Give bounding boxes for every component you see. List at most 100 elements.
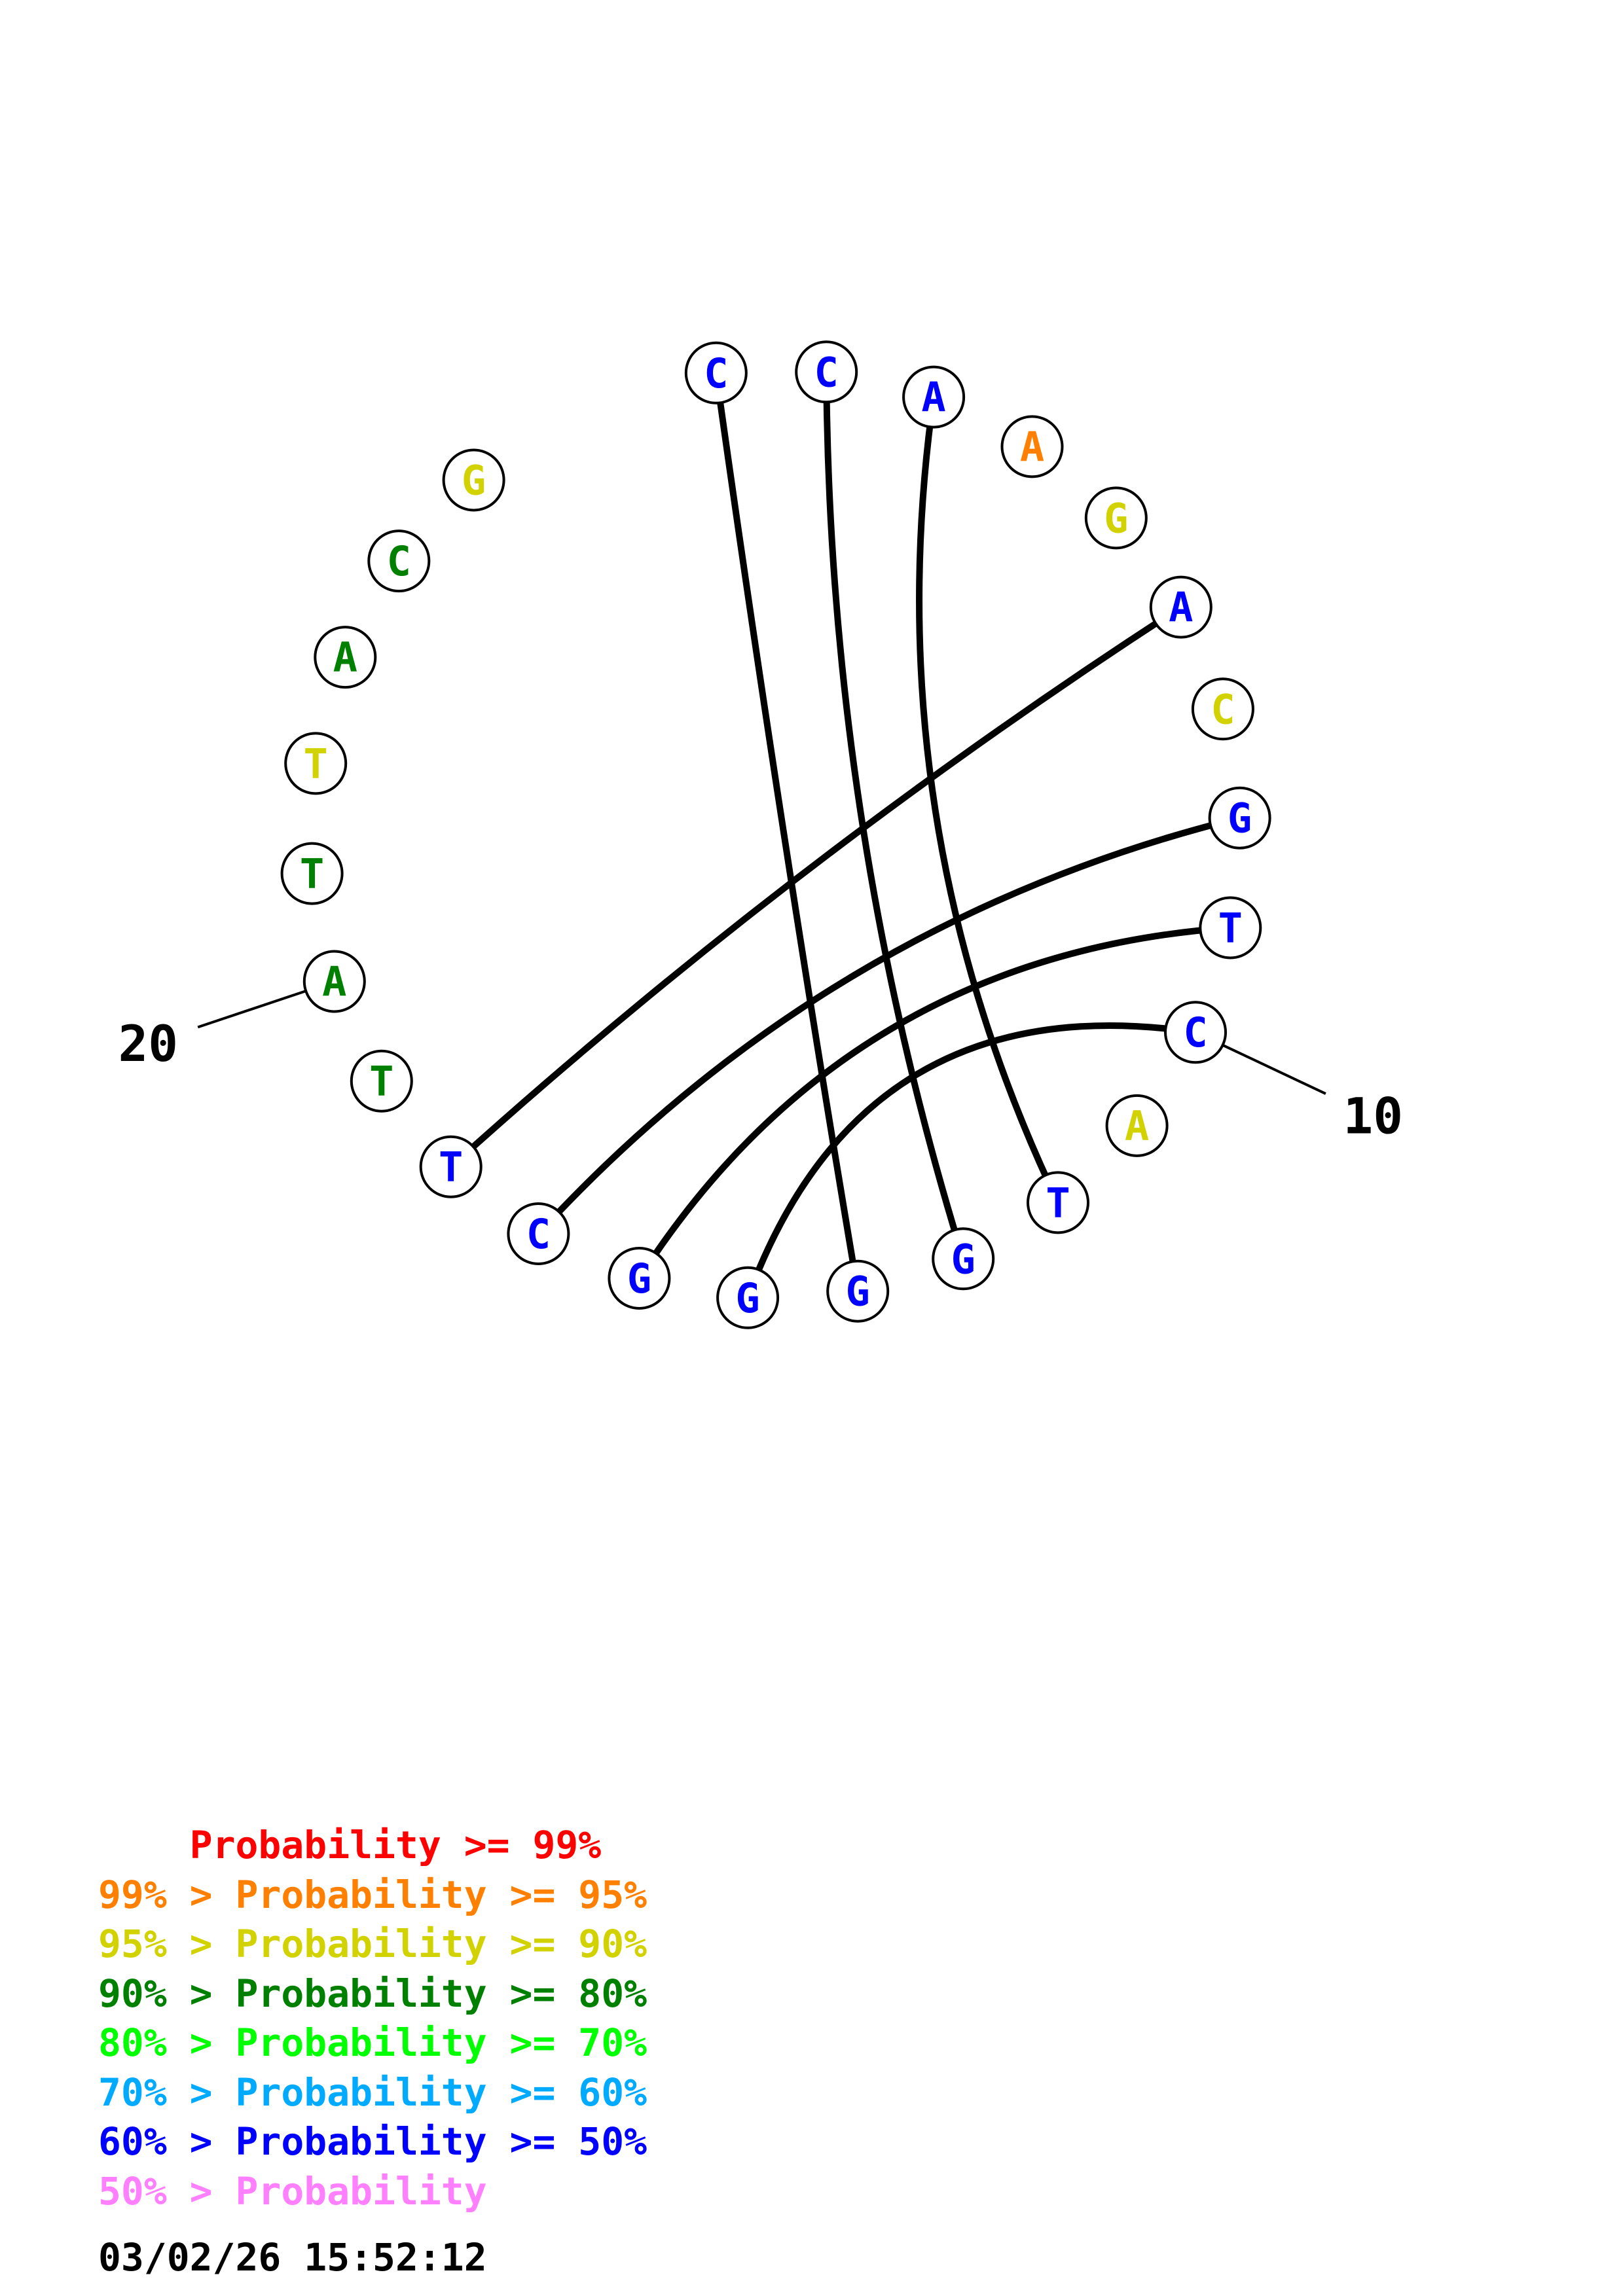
nucleotide-base: C [1211,685,1235,733]
nucleotide: G [1084,486,1148,550]
nucleotide-circle [280,842,344,905]
nucleotide: A [1000,415,1064,478]
nucleotide: T [284,732,348,795]
nucleotide-base: A [921,374,945,422]
nucleotide-circle [419,1135,483,1198]
nucleotide-base: C [526,1210,551,1258]
nucleotide-base: T [439,1143,463,1191]
nucleotide-base: G [846,1268,870,1316]
nucleotide: G [826,1259,890,1323]
legend-entry: 95% > Probability >= 90% [98,1922,647,1966]
timestamp: 03/02/26 15:52:12 [98,2235,487,2280]
nucleotide: A [302,950,366,1013]
nucleotide-base: T [1218,905,1243,952]
base-pair-arcs [448,372,1241,1299]
nucleotide-circle [507,1202,570,1265]
nucleotide: G [608,1247,671,1310]
nucleotide: C [1164,1001,1227,1064]
nucleotide: T [1027,1171,1089,1234]
nucleotide-base: A [1125,1102,1149,1150]
position-label: 20 [119,1014,179,1073]
nucleotide: C [684,341,748,404]
nucleotide: G [716,1266,780,1329]
legend-entry: 90% > Probability >= 80% [98,1971,647,2016]
nucleotide-circle [350,1049,413,1113]
nucleotide-base: C [814,348,839,396]
nucleotide: T [350,1049,413,1113]
nucleotide-circle [1105,1094,1169,1157]
nucleotide-circle [795,340,858,404]
nucleotide-circle [932,1227,995,1291]
nucleotide-circle [826,1259,890,1323]
probability-legend: Probability >= 99% 99% > Probability >= 9… [98,1821,647,2216]
nucleotide-base: A [1169,584,1193,632]
nucleotide-circle [1000,415,1064,478]
base-pair-arc [712,372,862,1292]
nucleotide-circle [367,529,431,593]
nucleotide: G [1208,786,1271,850]
legend-entry: Probability >= 99% [98,1823,602,1867]
nucleotide: G [932,1227,995,1291]
nucleotide-circle [302,950,366,1013]
base-pair-arc [536,814,1241,1236]
nucleotide-circle [902,365,966,429]
base-pair-arc [823,372,966,1260]
position-leader-line [1222,1043,1326,1095]
base-pair-arc [744,1022,1196,1299]
nucleotide-circle [1084,486,1148,550]
nucleotide-circle [1027,1171,1089,1234]
position-labels: 10 20 [119,990,1404,1145]
nucleotide-base: T [1046,1179,1070,1227]
nucleotide: T [419,1135,483,1198]
nucleotide: C [1191,677,1254,741]
nucleotide-circle [608,1247,671,1310]
nucleotide-circle [284,732,348,795]
legend-entry: 80% > Probability >= 70% [98,2020,647,2065]
nucleotide: A [1149,575,1213,639]
nucleotide-base: G [735,1274,759,1322]
nucleotide-base: G [951,1235,976,1283]
legend-entry: 70% > Probability >= 60% [98,2070,647,2115]
nucleotide: G [442,448,505,512]
nucleotide-base: A [322,958,346,1006]
nucleotide-base: G [627,1255,651,1302]
nucleotide-base: C [704,350,728,397]
nucleotide-circle [442,448,505,512]
nucleotide: T [280,842,344,905]
position-leader-line [197,990,306,1029]
nucleotide-base: A [1020,423,1044,471]
nucleotide: A [902,365,966,429]
nucleotide-circle [684,341,748,404]
nucleotide-base: A [333,634,357,681]
nucleotide: T [1199,896,1262,960]
base-pair-arc [916,396,1061,1204]
nucleotide: C [367,529,431,593]
nucleotide-base: G [1228,795,1252,842]
nucleotide-base: C [1183,1009,1207,1056]
nucleotide-base: T [300,850,324,898]
nucleotide: C [507,1202,570,1265]
nucleotide-circle [1199,896,1262,960]
nucleotide-circle [314,626,377,689]
nucleotide-circle [716,1266,780,1329]
nucleotide-base: T [304,740,328,787]
nucleotide-circle [1149,575,1213,639]
legend-entry: 50% > Probability [98,2168,487,2214]
legend-entry: 60% > Probability >= 50% [98,2119,647,2164]
nucleotide: A [314,626,377,689]
nucleotide: A [1105,1094,1169,1157]
nucleotide-base: T [369,1058,393,1105]
legend-entry: 99% > Probability >= 95% [98,1872,647,1917]
nucleotide-circle [1164,1001,1227,1064]
nucleotide: C [795,340,858,404]
nucleotide-circle [1191,677,1254,741]
position-label: 10 [1343,1086,1404,1145]
nucleotide-base: G [1104,494,1128,542]
base-pair-arc [448,604,1183,1170]
nucleotide-base: G [462,457,486,505]
nucleotide-circle [1208,786,1271,850]
base-pair-arc [636,924,1231,1280]
nucleotide-base: C [387,537,411,585]
